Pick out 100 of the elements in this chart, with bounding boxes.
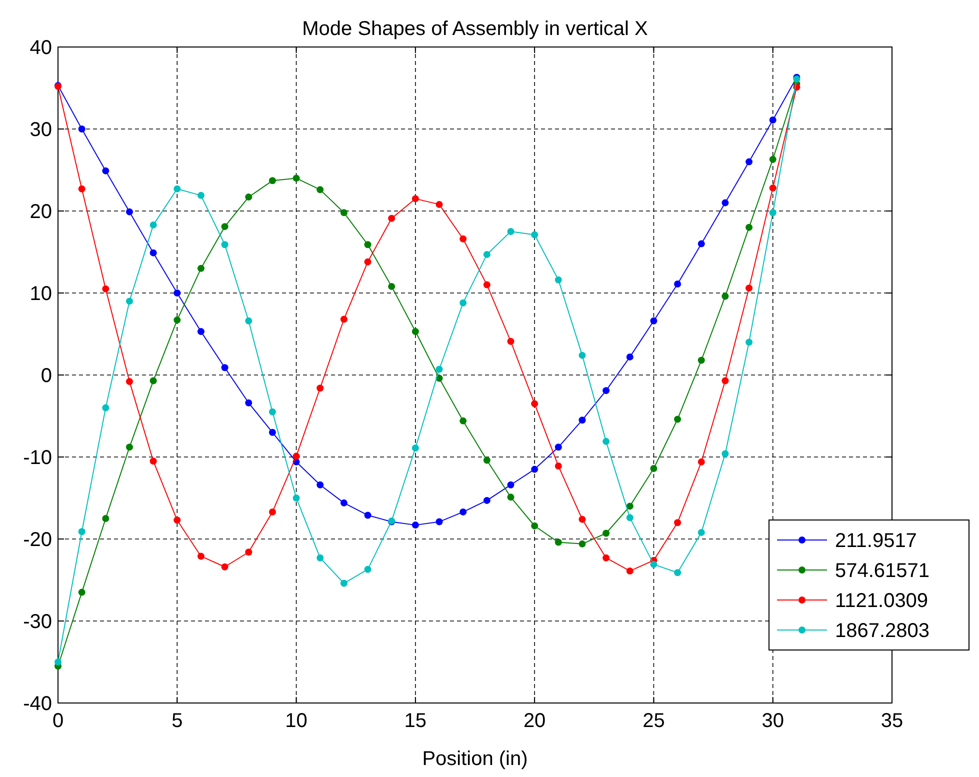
point (746, 284, 753, 292)
legend-label: 211.9517 (835, 530, 917, 552)
point (531, 466, 538, 473)
point (221, 241, 228, 248)
y-tick-label: 40 (30, 37, 52, 59)
point (388, 282, 396, 290)
point (292, 452, 300, 460)
point (722, 377, 729, 384)
point (412, 195, 419, 202)
point (602, 438, 610, 445)
point (364, 258, 372, 266)
point (578, 416, 586, 424)
point (268, 408, 276, 416)
point (412, 328, 419, 336)
x-tick-label: 15 (404, 710, 427, 732)
point (150, 458, 157, 465)
point (746, 158, 753, 166)
y-tick-label: 20 (30, 201, 52, 223)
legend-label: 574.61571 (835, 560, 930, 582)
x-tick-label: 25 (642, 710, 665, 732)
point (554, 538, 562, 546)
point (268, 428, 276, 436)
point (602, 530, 610, 537)
point (316, 554, 324, 562)
point (197, 264, 204, 272)
point (602, 554, 610, 562)
point (174, 185, 181, 192)
point (578, 516, 586, 523)
point (78, 185, 86, 192)
point (769, 209, 776, 216)
point (698, 458, 705, 466)
point (602, 387, 610, 394)
x-axis-title: Position (in) (422, 748, 528, 770)
point (412, 444, 419, 452)
point (746, 338, 753, 346)
y-tick-label: 0 (40, 365, 52, 387)
x-tick-label: 5 (172, 710, 183, 732)
point (531, 400, 538, 408)
point (388, 214, 396, 222)
point (554, 444, 562, 451)
point (507, 481, 514, 488)
point (460, 508, 467, 516)
point (245, 399, 252, 406)
point (316, 384, 324, 392)
point (674, 280, 682, 288)
point (578, 540, 586, 548)
point (197, 328, 204, 336)
x-tick-label: 10 (285, 710, 308, 732)
point (650, 560, 658, 568)
point (746, 224, 753, 231)
point (197, 192, 204, 199)
point (364, 512, 372, 519)
point (483, 456, 490, 464)
point (102, 404, 110, 412)
point (364, 241, 372, 248)
point (531, 231, 538, 238)
point (436, 200, 443, 208)
point (626, 567, 634, 574)
point (340, 499, 348, 506)
point (197, 552, 204, 560)
point (102, 285, 110, 292)
point (150, 221, 157, 228)
point (364, 566, 372, 573)
y-tick-label: 30 (30, 119, 52, 141)
point (316, 481, 324, 488)
point (436, 518, 443, 526)
point (221, 223, 228, 230)
point (292, 494, 300, 502)
y-tick-label: -30 (23, 611, 52, 633)
point (674, 519, 682, 526)
point (221, 364, 228, 372)
point (54, 658, 62, 666)
point (769, 156, 776, 163)
point (722, 450, 729, 458)
y-tick-label: 10 (30, 283, 52, 305)
point (174, 290, 181, 296)
point (268, 177, 276, 184)
point (102, 167, 110, 174)
point (674, 416, 682, 423)
point (340, 580, 348, 587)
x-tick-label: 20 (523, 710, 546, 732)
point (412, 522, 419, 529)
point (554, 462, 562, 470)
point (340, 209, 348, 216)
point (483, 496, 490, 504)
point (507, 494, 514, 501)
point (221, 563, 228, 570)
legend-label: 1867.2803 (835, 620, 930, 642)
point (578, 352, 586, 359)
point (78, 126, 86, 132)
y-tick-label: -20 (23, 529, 52, 551)
point (626, 502, 634, 510)
point (292, 174, 300, 182)
y-tick-label: -40 (23, 693, 52, 715)
point (698, 240, 705, 248)
point (245, 548, 252, 556)
point (436, 366, 443, 373)
chart-title: Mode Shapes of Assembly in vertical X (302, 18, 648, 40)
legend-label: 1121.0309 (835, 590, 928, 612)
point (698, 356, 705, 364)
